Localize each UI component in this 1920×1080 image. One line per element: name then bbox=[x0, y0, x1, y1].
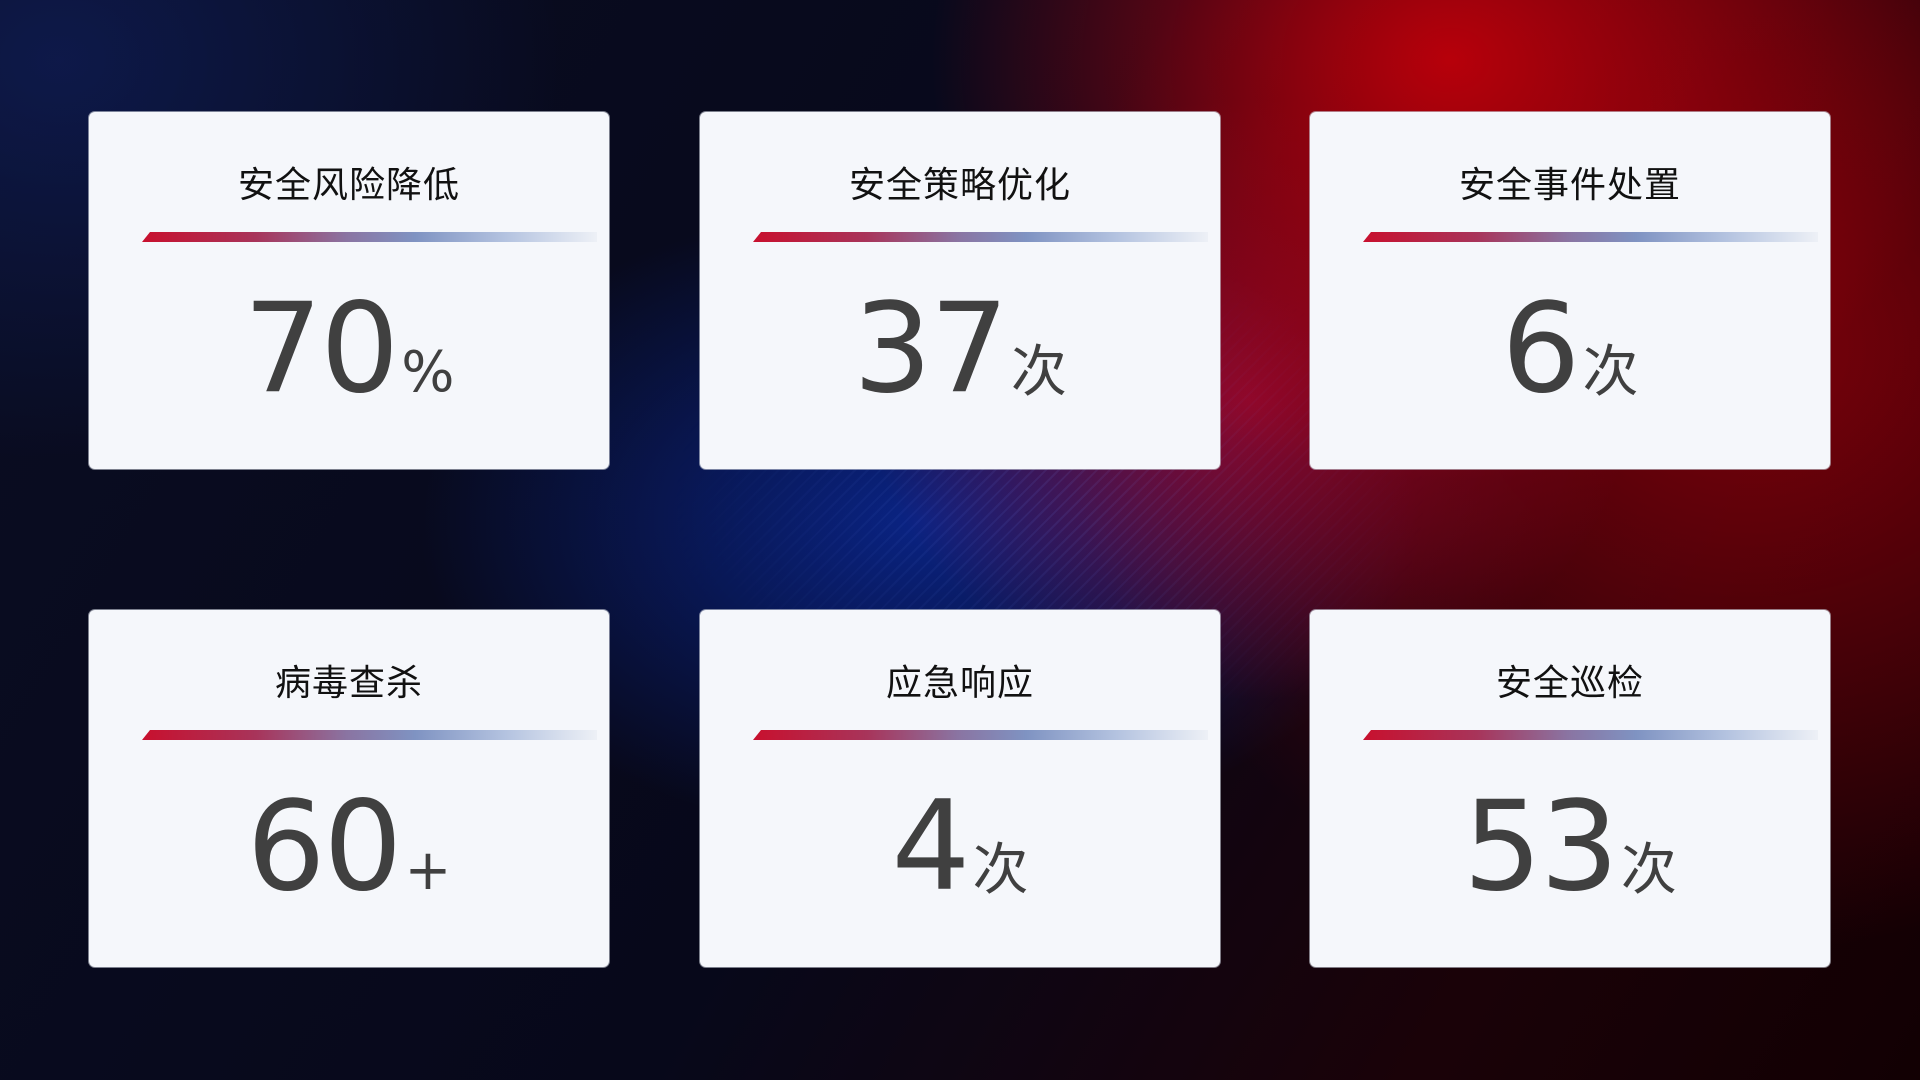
card-title: 安全风险降低 bbox=[237, 165, 460, 206]
card-value: 53次 bbox=[1310, 775, 1830, 919]
stat-card: 安全风险降低 70% bbox=[89, 112, 609, 469]
card-title: 病毒查杀 bbox=[274, 663, 423, 704]
stat-card: 病毒查杀 60+ bbox=[89, 610, 609, 967]
value-number: 37 bbox=[853, 277, 1009, 421]
value-number: 60 bbox=[246, 775, 403, 919]
value-number: 6 bbox=[1501, 277, 1581, 421]
card-title: 安全策略优化 bbox=[848, 165, 1071, 206]
stat-card: 安全策略优化 37次 bbox=[700, 112, 1220, 469]
card-title: 安全巡检 bbox=[1495, 663, 1644, 704]
card-value: 37次 bbox=[700, 277, 1220, 421]
value-unit: 次 bbox=[1010, 340, 1067, 405]
gradient-divider bbox=[142, 730, 597, 740]
stat-card: 安全事件处置 6次 bbox=[1310, 112, 1830, 469]
value-unit: 次 bbox=[1620, 838, 1677, 903]
gradient-divider bbox=[1363, 232, 1818, 242]
card-title: 安全事件处置 bbox=[1458, 165, 1681, 206]
gradient-divider bbox=[753, 730, 1208, 740]
gradient-divider bbox=[1363, 730, 1818, 740]
card-value: 6次 bbox=[1310, 277, 1830, 421]
value-unit: 次 bbox=[972, 838, 1029, 903]
card-value: 70% bbox=[89, 277, 609, 421]
value-number: 70 bbox=[243, 277, 399, 421]
stat-card: 安全巡检 53次 bbox=[1310, 610, 1830, 967]
gradient-divider bbox=[142, 232, 597, 242]
card-value: 4次 bbox=[700, 775, 1220, 919]
value-unit: % bbox=[401, 340, 455, 405]
value-number: 4 bbox=[891, 775, 971, 919]
card-value: 60+ bbox=[89, 775, 609, 919]
value-number: 53 bbox=[1463, 775, 1619, 919]
value-unit: 次 bbox=[1582, 340, 1639, 405]
gradient-divider bbox=[753, 232, 1208, 242]
stat-card: 应急响应 4次 bbox=[700, 610, 1220, 967]
card-title: 应急响应 bbox=[885, 663, 1034, 704]
value-unit: + bbox=[404, 838, 452, 903]
